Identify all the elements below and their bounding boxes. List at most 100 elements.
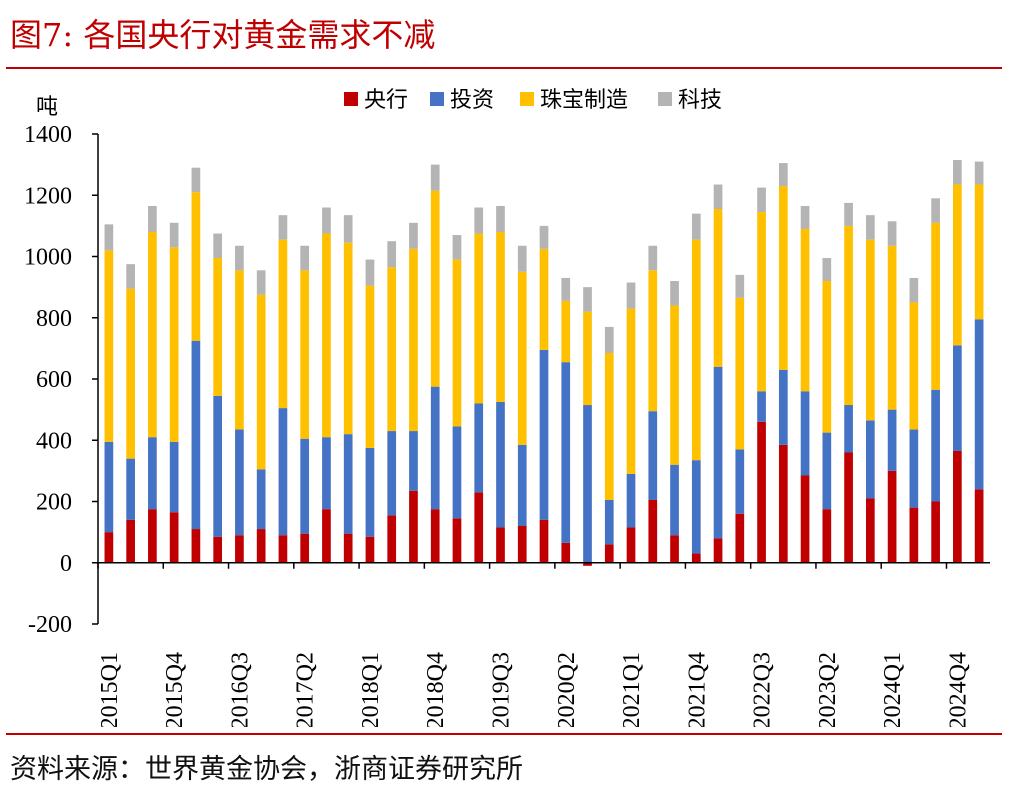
bar-segment-3-2018Q4 (430, 190, 440, 387)
y-tick-label: 800 (36, 306, 72, 332)
bar-segment-4-2023Q4 (865, 215, 875, 240)
bar-segment-2-2024Q4 (953, 345, 962, 451)
bar-segment-3-2023Q1 (800, 228, 810, 392)
x-tick-label: 2018Q4 (423, 652, 449, 727)
bar-segment-1-2015Q4 (169, 512, 179, 563)
bar-segment-2-2015Q4 (169, 441, 179, 513)
bar-segment-2-2016Q3 (235, 429, 244, 536)
bar-segment-1-2019Q2 (474, 492, 484, 563)
bar-segment-3-2022Q3 (757, 212, 766, 392)
y-tick-label: 400 (36, 428, 72, 454)
bar-segment-1-2023Q3 (844, 452, 853, 563)
bar-segment-4-2020Q4 (604, 326, 614, 353)
bar-segment-3-2020Q4 (604, 352, 614, 500)
bar-segment-4-2024Q1 (887, 221, 897, 246)
bar-segment-3-2022Q1 (713, 209, 723, 367)
bar-segment-2-2023Q1 (800, 391, 810, 476)
bar-segment-2-2021Q1 (626, 473, 636, 528)
x-tick-label: 2024Q1 (880, 652, 906, 727)
bar-segment-1-2021Q4 (691, 553, 701, 563)
bar-segment-4-2017Q4 (343, 215, 353, 243)
bar-segment-1-2017Q2 (300, 533, 310, 563)
bar-segment-4-2018Q4 (430, 164, 440, 191)
bar-segment-2-2017Q4 (343, 434, 353, 534)
y-tick-label: -200 (28, 612, 72, 638)
y-tick-label: 1000 (24, 245, 72, 271)
bar-segment-4-2019Q4 (517, 245, 527, 272)
bar-segment-3-2015Q3 (148, 232, 157, 438)
bar-segment-4-2016Q2 (213, 233, 223, 259)
y-tick-label: 600 (36, 367, 72, 393)
bar-segment-4-2015Q4 (169, 222, 179, 248)
legend-swatch (520, 92, 534, 106)
bar-segment-3-2018Q2 (387, 267, 397, 432)
bar-segment-2-2022Q3 (757, 391, 766, 422)
bar-segment-2-2024Q1 (887, 409, 897, 471)
bar-segment-2-2022Q2 (735, 449, 745, 514)
bar-segment-1-2021Q3 (670, 535, 679, 563)
bar-segment-4-2021Q3 (670, 281, 679, 306)
bar-segment-2-2015Q3 (148, 437, 157, 510)
bar-segment-1-2018Q3 (409, 490, 418, 563)
bar-segment-2-2024Q3 (931, 389, 940, 502)
bar-segment-2-2017Q3 (322, 437, 331, 510)
bar-segment-1-2017Q4 (343, 533, 353, 563)
bar-segment-1-2016Q3 (235, 535, 244, 563)
bar-segment-1-2022Q4 (778, 444, 788, 563)
bar-segment-3-2023Q2 (822, 281, 832, 433)
bar-segment-3-2024Q2 (909, 302, 919, 430)
bar-segment-4-2018Q2 (387, 241, 397, 268)
bar-segment-1-2017Q1 (278, 535, 288, 563)
bar-segment-3-2021Q3 (670, 305, 679, 465)
bar-segment-4-2017Q1 (278, 215, 288, 240)
bar-segment-1-2016Q2 (213, 536, 223, 563)
bar-segment-1-2020Q1 (539, 519, 549, 563)
legend-swatch (344, 92, 358, 106)
bar-segment-1-2021Q1 (626, 527, 636, 563)
legend-swatch (430, 92, 444, 106)
legend: 央行 投资 珠宝制造 科技 (344, 88, 722, 113)
x-tick-label: 2022Q3 (750, 652, 776, 727)
bar-segment-3-2020Q2 (561, 300, 571, 363)
bar-segment-4-2024Q3 (931, 198, 940, 223)
source-note: 资料来源：世界黄金协会，浙商证券研究所 (10, 754, 523, 785)
bar-segment-2-2016Q1 (191, 340, 201, 530)
bar-segment-2-2022Q4 (778, 369, 788, 445)
bar-segment-1-2015Q2 (126, 519, 135, 563)
bar-segment-3-2022Q2 (735, 297, 745, 450)
bar-segment-4-2020Q1 (539, 225, 549, 249)
legend-item-2: 投资 (430, 88, 494, 113)
bar-segment-4-2020Q2 (561, 277, 571, 301)
bar-segment-3-2024Q3 (931, 222, 940, 390)
bar-segment-2-2019Q2 (474, 403, 484, 493)
bar-segment-1-2022Q2 (735, 513, 745, 563)
bar-segment-2-2018Q2 (387, 431, 397, 516)
bar-segment-2-2023Q3 (844, 405, 853, 453)
bar-segment-4-2021Q2 (648, 245, 658, 271)
legend-swatch (658, 92, 672, 106)
bar-segment-1-2019Q1 (452, 518, 462, 563)
y-tick-label: 0 (60, 551, 72, 577)
bar-segment-3-2017Q1 (278, 239, 288, 409)
bar-segment-4-2019Q3 (496, 205, 505, 232)
bar-segment-2-2022Q1 (713, 366, 723, 539)
legend-label: 珠宝制造 (540, 88, 628, 113)
bar-segment-2-2024Q2 (909, 429, 919, 508)
bar-segment-2-2019Q1 (452, 426, 462, 519)
bar-segment-3-2019Q1 (452, 259, 462, 427)
x-tick-label: 2021Q1 (619, 652, 645, 727)
bar-segment-2-2016Q4 (256, 469, 266, 530)
bar-segment-1-2021Q2 (648, 499, 658, 563)
bar-segment-1-2019Q4 (517, 526, 527, 563)
bar-segment-3-2015Q1 (104, 250, 114, 442)
bar-segment-3-2020Q3 (583, 311, 592, 406)
bar-segment-2-2017Q2 (300, 438, 310, 534)
bar-segment-3-2020Q1 (539, 248, 549, 350)
y-tick-label: 1200 (24, 183, 72, 209)
y-axis-unit-label: 吨 (36, 94, 58, 119)
bar-segment-4-2021Q1 (626, 282, 636, 309)
bar-segment-2-2021Q3 (670, 464, 679, 536)
bar-segment-4-2019Q2 (474, 207, 484, 234)
x-tick-label: 2016Q3 (227, 652, 253, 727)
y-tick-label: 200 (36, 490, 72, 516)
